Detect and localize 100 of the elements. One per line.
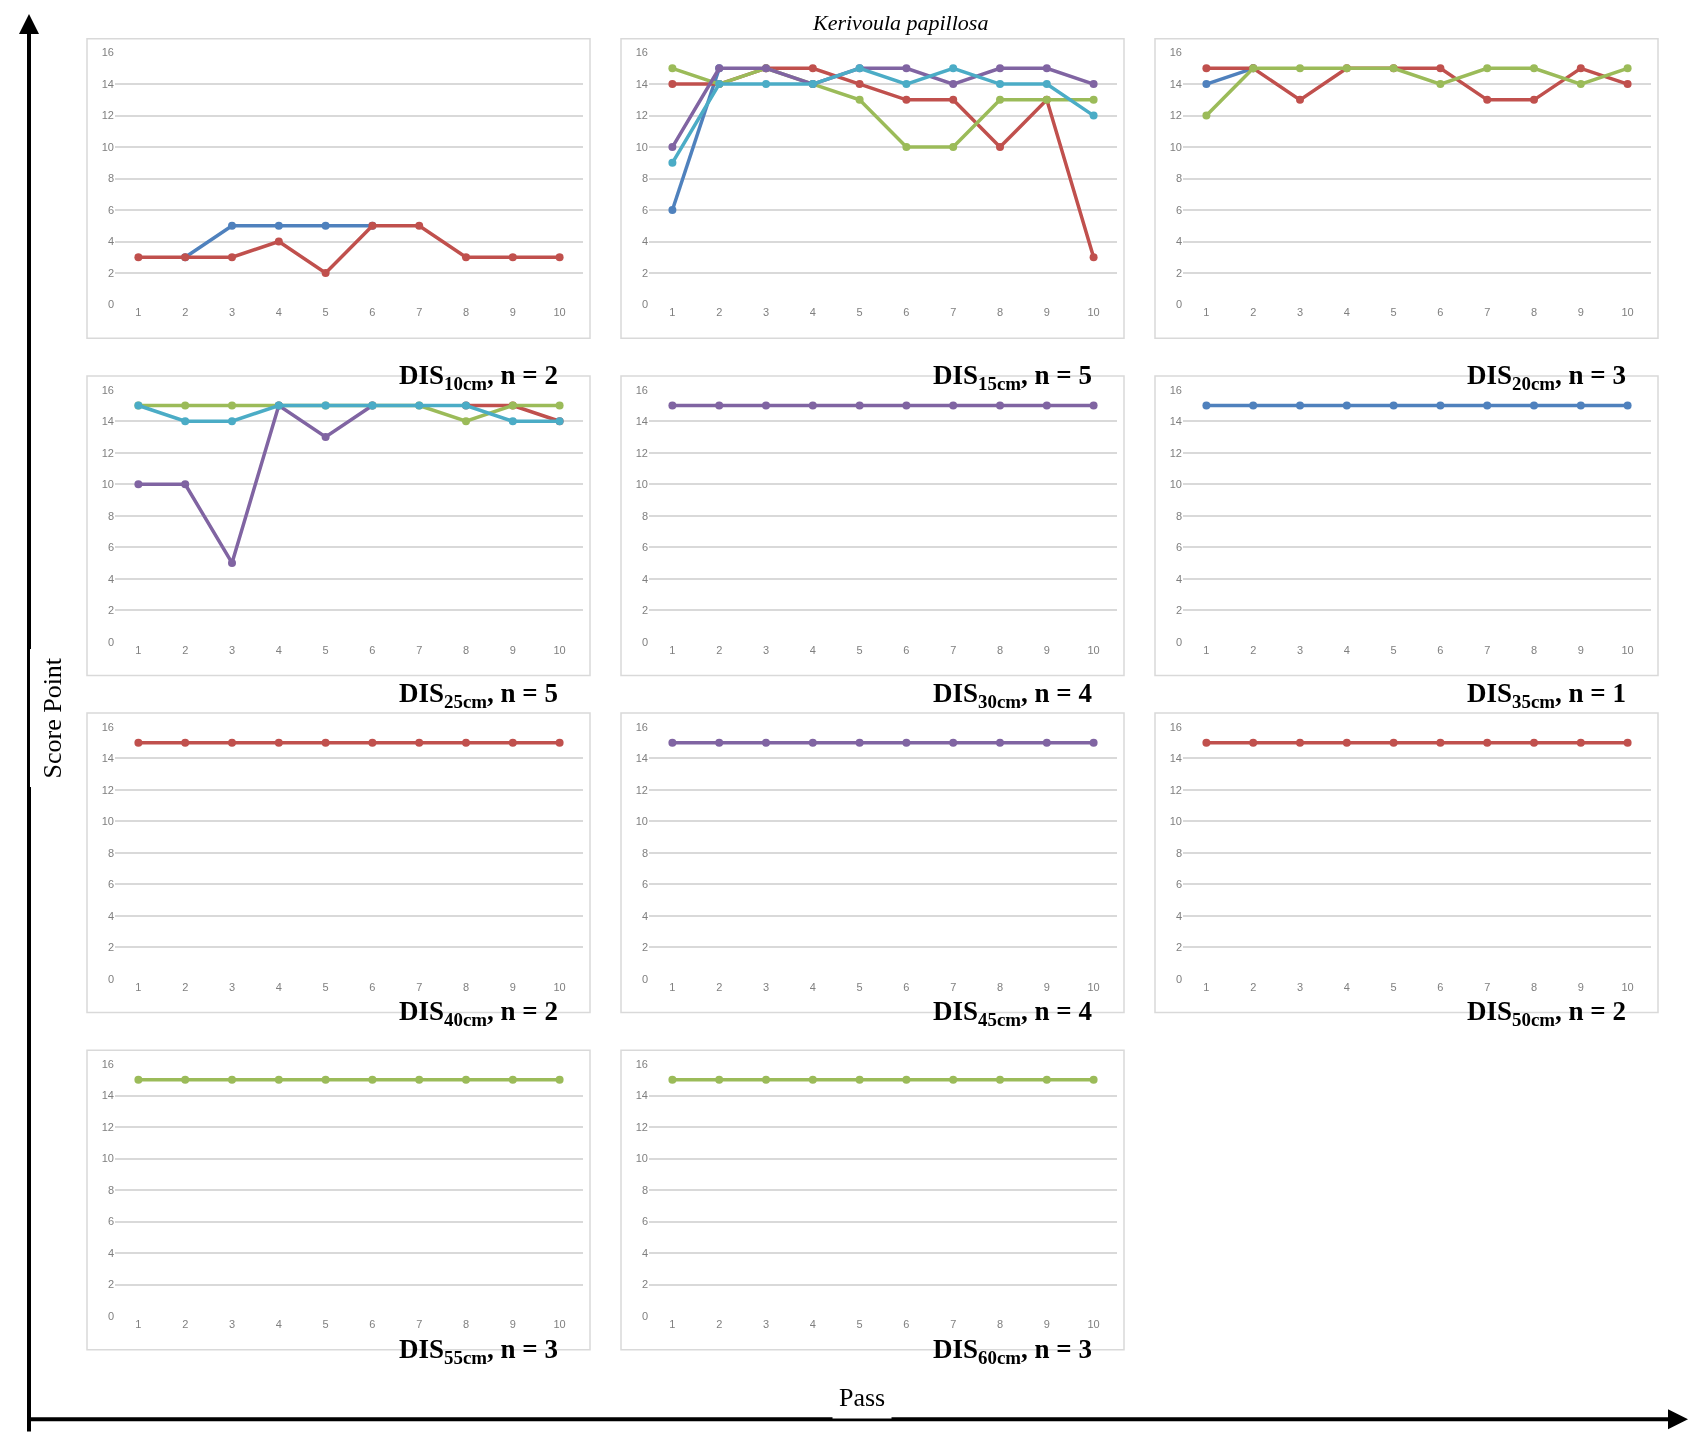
x-tick-label: 10 (553, 980, 566, 993)
x-tick-label: 1 (1203, 980, 1210, 993)
point (1089, 95, 1098, 104)
point (1436, 64, 1445, 73)
y-tick-label: 6 (1175, 203, 1182, 216)
y-tick-label: 16 (101, 720, 114, 733)
y-tick-label: 0 (107, 972, 114, 985)
text: DIS$_{15cm}$, n = 5 (933, 360, 1092, 394)
y-tick-label: 14 (101, 415, 114, 428)
y-tick-label: 2 (641, 266, 648, 279)
y-tick-label: 16 (1169, 720, 1182, 733)
x-tick-label: 9 (1043, 1317, 1050, 1330)
x-tick-label: 2 (182, 980, 189, 993)
text: DIS$_{35cm}$, n = 1 (1467, 678, 1626, 712)
x-tick-label: 3 (762, 980, 770, 993)
x-tick-label: 6 (1437, 643, 1444, 656)
x-tick-label: 3 (1296, 306, 1304, 319)
y-tick-label: 10 (635, 140, 648, 153)
x-tick-label: 1 (135, 980, 142, 993)
x-tick-label: 10 (553, 306, 566, 319)
x-tick-label: 2 (716, 643, 723, 656)
y-tick-label: 2 (641, 604, 648, 617)
x-tick-label: 5 (1390, 643, 1397, 656)
x-tick-label: 4 (809, 980, 816, 993)
x-tick-label: 4 (809, 1317, 816, 1330)
x-tick-label: 4 (809, 643, 816, 656)
x-tick-label: 7 (416, 980, 423, 993)
point (462, 417, 470, 426)
x-tick-label: 2 (716, 1317, 723, 1330)
point (1576, 80, 1585, 89)
point (228, 221, 236, 230)
y-tick-label: 16 (101, 46, 114, 59)
x-tick-label: 6 (1437, 306, 1444, 319)
y-tick-label: 4 (107, 909, 114, 922)
y-tick-label: 14 (635, 415, 648, 428)
x-tick-label: 5 (856, 306, 863, 319)
y-tick-label: 12 (1169, 446, 1182, 459)
text: DIS$_{40cm}$, n = 2 (399, 996, 558, 1030)
x-tick-label: 4 (275, 980, 282, 993)
y-tick-label: 8 (1175, 846, 1182, 859)
x-tick-label: 4 (1343, 306, 1350, 319)
point (1296, 95, 1304, 104)
x-tick-label: 8 (462, 643, 470, 656)
x-tick-label: 3 (762, 306, 770, 319)
x-tick-label: 1 (669, 643, 676, 656)
x-tick-label: 9 (509, 643, 516, 656)
x-tick-label: 3 (1296, 643, 1304, 656)
x-tick-label: 7 (416, 643, 423, 656)
x-tick-label: 2 (1250, 980, 1257, 993)
y-tick-label: 6 (107, 203, 114, 216)
y-tick-label: 8 (641, 846, 648, 859)
x-tick-label: 8 (1530, 643, 1538, 656)
x-tick-label: 6 (369, 643, 376, 656)
y-tick-label: 6 (641, 1215, 648, 1228)
y-tick-label: 6 (641, 878, 648, 891)
y-tick-label: 14 (101, 752, 114, 765)
text: Score Point (38, 657, 68, 779)
point (668, 80, 677, 89)
x-tick-label: 2 (182, 306, 189, 319)
point (274, 237, 283, 246)
x-tick-label: 10 (1087, 306, 1100, 319)
y-tick-label: 16 (635, 383, 648, 396)
point (134, 480, 143, 489)
point (228, 401, 236, 410)
x-tick-label: 2 (716, 306, 723, 319)
point (555, 401, 564, 410)
point (181, 480, 190, 489)
x-tick-label: 1 (1203, 306, 1210, 319)
x-tick-label: 10 (1087, 643, 1100, 656)
x-tick-label: 2 (1250, 306, 1257, 319)
y-tick-label: 0 (641, 972, 648, 985)
y-tick-label: 10 (635, 1152, 648, 1165)
x-tick-label: 5 (856, 643, 863, 656)
y-tick-label: 2 (107, 941, 114, 954)
y-tick-label: 2 (107, 266, 114, 279)
x-tick-label: 3 (228, 306, 236, 319)
text: DIS$_{20cm}$, n = 3 (1467, 360, 1626, 394)
x-tick-label: 5 (1390, 306, 1397, 319)
x-tick-label: 6 (903, 643, 910, 656)
y-tick-label: 10 (635, 478, 648, 491)
y-tick-label: 6 (107, 878, 114, 891)
x-tick-label: 6 (903, 306, 910, 319)
y-tick-label: 10 (101, 815, 114, 828)
y-tick-label: 16 (1169, 383, 1182, 396)
x-tick-label: 1 (135, 1317, 142, 1330)
x-tick-label: 1 (669, 306, 676, 319)
point (134, 253, 143, 262)
y-tick-label: 12 (101, 1120, 114, 1133)
y-tick-label: 12 (1169, 783, 1182, 796)
x-tick-label: 7 (950, 980, 957, 993)
x-tick-label: 10 (1087, 1317, 1100, 1330)
y-tick-label: 4 (107, 572, 114, 585)
point (949, 64, 958, 73)
x-tick-label: 3 (228, 980, 236, 993)
y-tick-label: 0 (1175, 635, 1182, 648)
y-tick-label: 10 (101, 478, 114, 491)
text: DIS$_{25cm}$, n = 5 (399, 678, 558, 712)
y-tick-label: 14 (1169, 752, 1182, 765)
x-tick-label: 9 (1043, 643, 1050, 656)
x-tick-label: 8 (462, 980, 470, 993)
